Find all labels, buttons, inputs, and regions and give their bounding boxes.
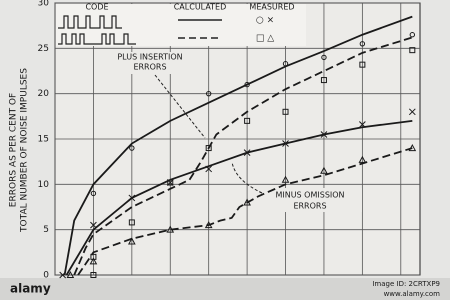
legend-marker: ○ × [256, 16, 274, 26]
marker-cross [128, 194, 136, 202]
watermark-bar [0, 278, 450, 300]
y-tick-label: 10 [38, 180, 50, 190]
y-tick-label: 5 [43, 225, 49, 235]
marker-triangle [358, 155, 367, 163]
marker-square [128, 219, 135, 226]
marker-cross [320, 131, 328, 138]
marker-square [205, 145, 212, 152]
annotation-bg [262, 188, 362, 212]
marker-triangle [66, 270, 75, 278]
marker-triangle [204, 221, 213, 229]
annotation: ERRORS [293, 202, 326, 211]
y-tick-label: 15 [38, 135, 49, 145]
code-waveform [58, 15, 122, 29]
annotation-arrow [231, 161, 263, 194]
legend-header: MEASURED [249, 3, 294, 12]
marker-square [409, 47, 416, 54]
marker-cross [59, 271, 67, 279]
legend-header: CALCULATED [174, 3, 227, 12]
annotation: ERRORS [133, 63, 166, 72]
y-axis-label: TOTAL NUMBER OF NOISE IMPULSES [20, 68, 30, 233]
marker-cross [408, 108, 416, 116]
annotation: MINUS OMISSION [275, 191, 344, 200]
marker-cross [90, 221, 97, 229]
marker-circle [205, 90, 212, 97]
marker-square [320, 77, 327, 84]
marker-circle [244, 81, 250, 88]
curve [77, 147, 413, 276]
legend-header: CODE [85, 3, 108, 12]
legend-marker: □ △ [256, 34, 274, 44]
marker-square [282, 108, 289, 115]
marker-cross [282, 140, 289, 147]
marker-triangle [127, 237, 136, 245]
y-tick-label: 20 [38, 89, 50, 99]
y-axis-label: ERRORS AS PER CENT OF [9, 93, 19, 207]
y-tick-label: 30 [38, 0, 50, 9]
y-tick-label: 25 [38, 44, 49, 54]
marker-circle [321, 54, 327, 61]
watermark-brand: alamy [10, 282, 51, 296]
marker-cross [243, 149, 251, 156]
watermark-url: www.alamy.com [384, 290, 441, 298]
y-tick-label: 0 [43, 271, 49, 281]
annotation: PLUS INSERTION [117, 53, 182, 62]
marker-triangle [243, 198, 251, 206]
marker-circle [90, 190, 97, 197]
marker-circle [409, 32, 416, 38]
marker-square [167, 179, 174, 186]
legend-box [56, 4, 306, 46]
marker-triangle [281, 175, 290, 183]
annotation-arrow [154, 74, 206, 139]
annotation-bg [95, 52, 207, 74]
marker-circle [282, 61, 289, 67]
marker-circle [129, 145, 135, 151]
marker-triangle [408, 144, 417, 152]
marker-triangle [89, 257, 98, 265]
curve [65, 119, 413, 276]
marker-square [244, 117, 251, 124]
marker-triangle [166, 225, 175, 233]
marker-triangle [320, 166, 328, 174]
marker-square [90, 272, 97, 278]
curve [63, 15, 413, 276]
marker-square [359, 61, 366, 68]
watermark-id: Image ID: 2CRTXP9 [372, 280, 440, 288]
marker-cross [359, 121, 366, 128]
marker-circle [359, 41, 366, 47]
marker-cross [205, 165, 213, 173]
code-waveform [58, 33, 136, 45]
